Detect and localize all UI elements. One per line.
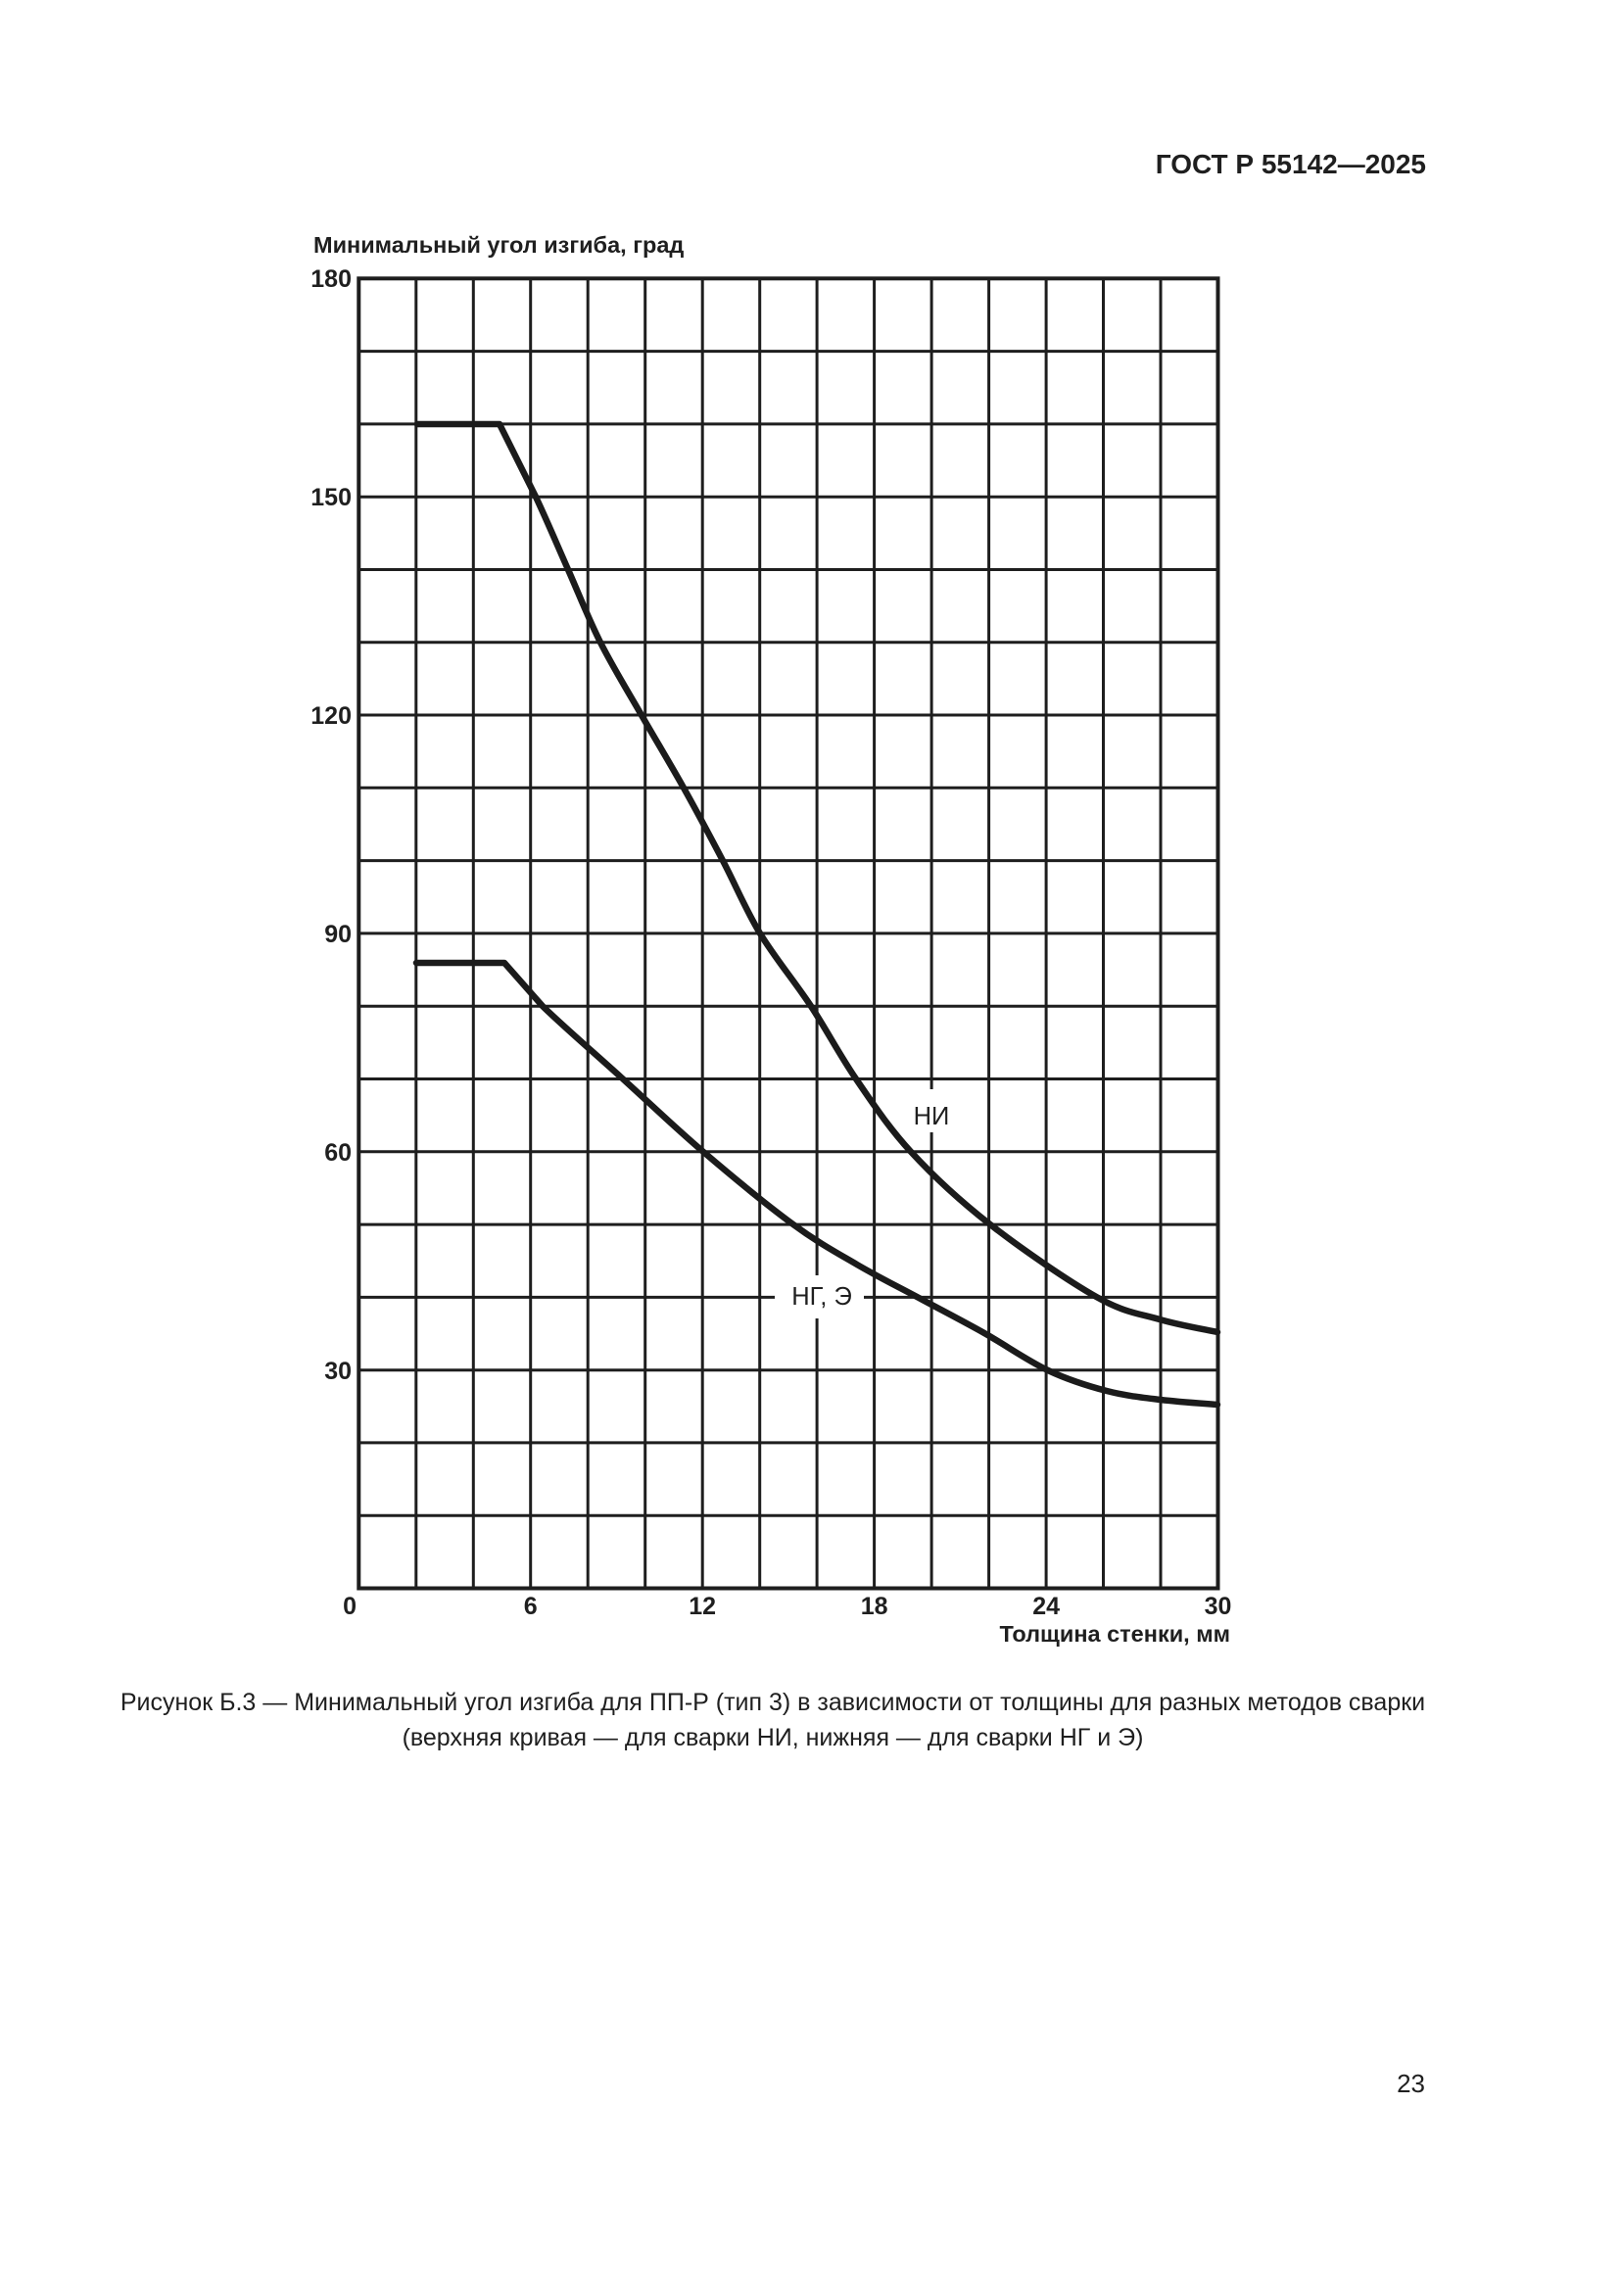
svg-text:180: 180 — [310, 265, 352, 293]
svg-text:0: 0 — [343, 1593, 357, 1620]
svg-text:НГ, Э: НГ, Э — [791, 1283, 852, 1311]
svg-text:24: 24 — [1032, 1593, 1060, 1620]
svg-text:18: 18 — [861, 1593, 888, 1620]
svg-text:23: 23 — [1397, 2069, 1425, 2098]
svg-text:Минимальный угол изгиба, град: Минимальный угол изгиба, град — [313, 232, 684, 258]
svg-text:90: 90 — [324, 921, 352, 948]
svg-text:НИ: НИ — [914, 1103, 950, 1130]
svg-text:ГОСТ Р 55142—2025: ГОСТ Р 55142—2025 — [1156, 149, 1426, 179]
svg-text:Рисунок Б.3 — Минимальный угол: Рисунок Б.3 — Минимальный угол изгиба дл… — [120, 1689, 1425, 1716]
svg-text:120: 120 — [310, 702, 352, 730]
svg-text:150: 150 — [310, 484, 352, 511]
svg-text:30: 30 — [1205, 1593, 1232, 1620]
svg-text:6: 6 — [524, 1593, 538, 1620]
svg-text:60: 60 — [324, 1139, 352, 1167]
svg-text:30: 30 — [324, 1358, 352, 1385]
svg-text:(верхняя кривая — для сварки Н: (верхняя кривая — для сварки НИ, нижняя … — [403, 1724, 1144, 1751]
svg-text:Толщина стенки, мм: Толщина стенки, мм — [999, 1621, 1230, 1647]
svg-text:12: 12 — [689, 1593, 716, 1620]
